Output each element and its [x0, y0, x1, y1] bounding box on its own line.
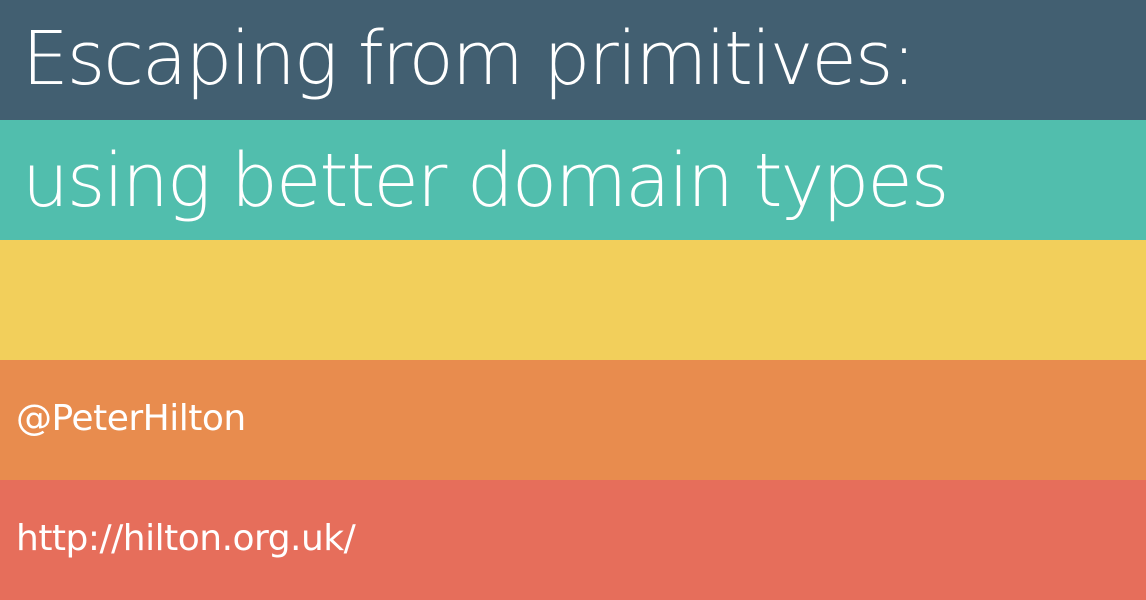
author-url: http://hilton.org.uk/ — [16, 518, 356, 559]
url-band-coral: http://hilton.org.uk/ — [0, 480, 1146, 600]
slide-title-line-1: Escaping from primitives: — [22, 16, 916, 102]
title-band-teal: using better domain types — [0, 120, 1146, 240]
slide-title-line-2: using better domain types — [22, 138, 949, 224]
author-handle: @PeterHilton — [16, 398, 246, 439]
spacer-band-yellow — [0, 240, 1146, 360]
title-band-dark-blue: Escaping from primitives: — [0, 0, 1146, 120]
author-band-orange: @PeterHilton — [0, 360, 1146, 480]
